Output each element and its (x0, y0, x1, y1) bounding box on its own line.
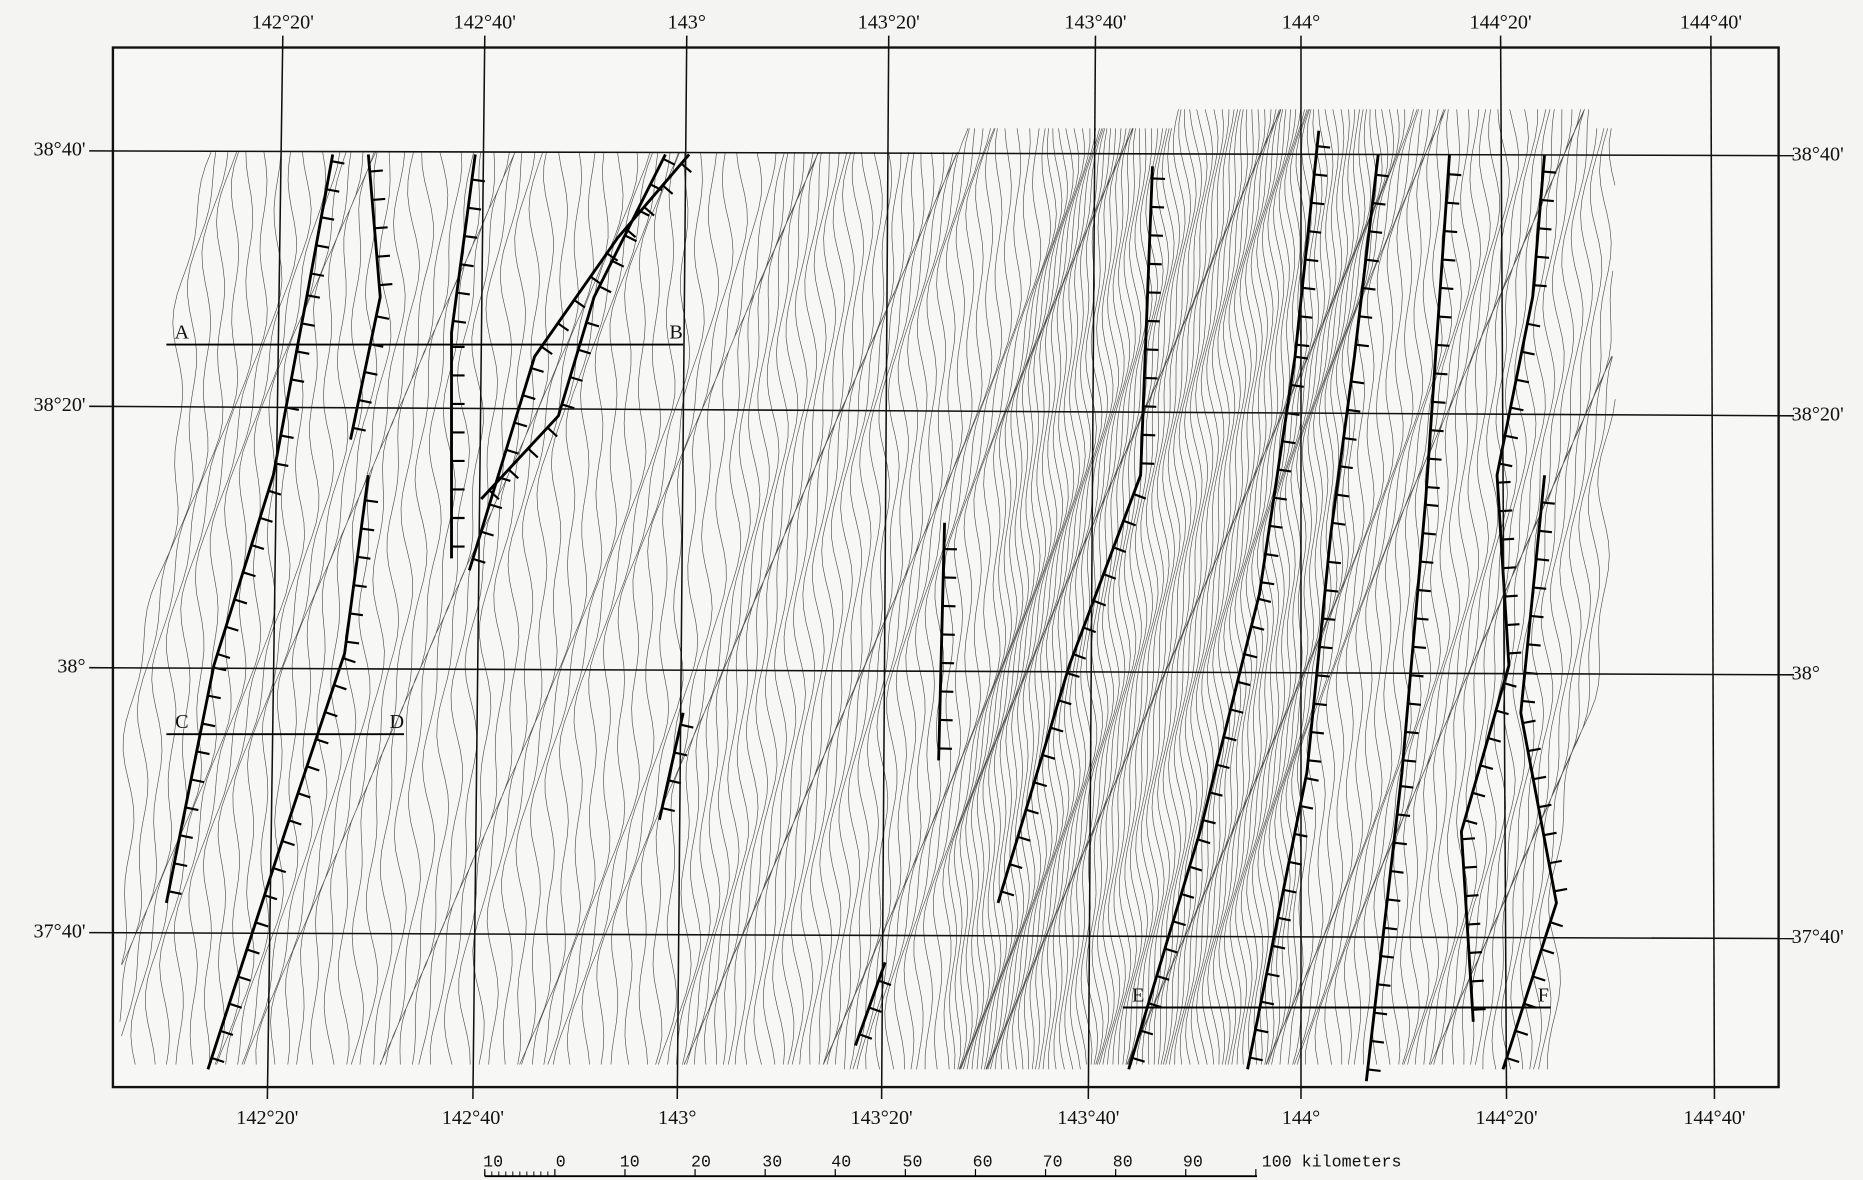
latitude-label-left: 38°20' (33, 394, 85, 416)
latitude-label-left: 37°40' (33, 920, 85, 942)
profile-start-label: E (1132, 984, 1144, 1006)
latitude-label-right: 38°20' (1792, 403, 1844, 425)
longitude-label-bottom: 142°20' (236, 1107, 298, 1129)
scale-label: 60 (973, 1152, 993, 1171)
longitude-label-top: 143° (668, 11, 706, 33)
scale-label: 30 (762, 1152, 782, 1171)
longitude-label-bottom: 143°20' (851, 1107, 913, 1129)
scale-label: 10 (620, 1152, 640, 1171)
scale-label: 80 (1113, 1152, 1133, 1171)
scale-label: 20 (691, 1152, 711, 1171)
latitude-label-right: 38° (1792, 662, 1820, 684)
scale-label: 40 (831, 1152, 851, 1171)
scale-label: 50 (903, 1152, 923, 1171)
longitude-label-top: 144°40' (1680, 11, 1742, 33)
longitude-label-top: 144° (1282, 11, 1320, 33)
longitude-label-bottom: 144°20' (1475, 1107, 1537, 1129)
latitude-label-left: 38° (57, 655, 85, 677)
profile-end-label: D (390, 711, 405, 733)
profile-end-label: B (669, 321, 682, 343)
longitude-label-top: 142°20' (252, 11, 314, 33)
scale-label: 90 (1183, 1152, 1203, 1171)
scale-label: 10 (483, 1152, 503, 1171)
scale-label: 100 kilometers (1262, 1152, 1402, 1171)
longitude-label-top: 144°20' (1469, 11, 1531, 33)
longitude-label-top: 143°40' (1064, 11, 1126, 33)
scale-label: 70 (1043, 1152, 1063, 1171)
latitude-label-right: 38°40' (1792, 143, 1844, 165)
longitude-label-top: 142°40' (454, 11, 516, 33)
profile-start-label: A (175, 321, 190, 343)
longitude-label-bottom: 142°40' (442, 1107, 504, 1129)
scale-label: 0 (556, 1152, 566, 1171)
latitude-label-left: 38°40' (33, 139, 85, 161)
bathymetric-map: 142°20' 142°20' 142°40' 142°40' 143° 143° 143°… (0, 0, 1863, 1180)
longitude-label-bottom: 144° (1282, 1107, 1320, 1129)
profile-end-label: F (1538, 984, 1549, 1006)
latitude-label-right: 37°40' (1792, 926, 1844, 948)
longitude-label-bottom: 143° (658, 1107, 696, 1129)
longitude-label-bottom: 143°40' (1057, 1107, 1119, 1129)
longitude-label-top: 143°20' (858, 11, 920, 33)
longitude-label-bottom: 144°40' (1683, 1107, 1745, 1129)
profile-start-label: C (175, 711, 188, 733)
map-frame (113, 48, 1779, 1088)
